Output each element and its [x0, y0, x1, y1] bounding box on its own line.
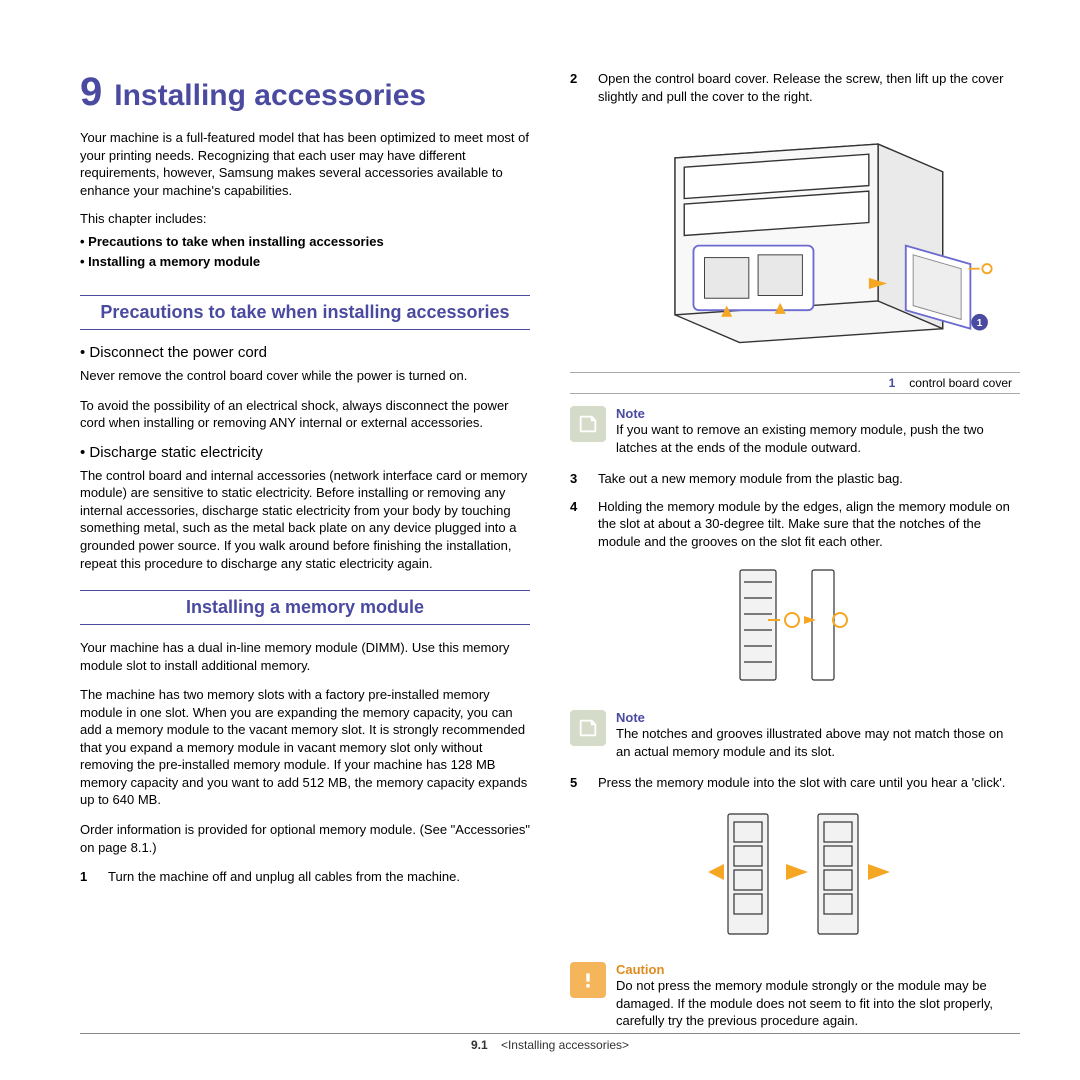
figure-legend: 1 control board cover [570, 372, 1020, 394]
step-text: Turn the machine off and unplug all cabl… [108, 868, 460, 886]
chapter-number: 9 [80, 70, 102, 115]
intro-paragraph: Your machine is a full-featured model th… [80, 129, 530, 199]
note-body: The notches and grooves illustrated abov… [616, 725, 1020, 760]
legend-text: control board cover [909, 376, 1012, 390]
chapter-heading: 9 Installing accessories [80, 70, 530, 115]
left-column: 9 Installing accessories Your machine is… [80, 70, 530, 1044]
section-heading-precautions: Precautions to take when installing acce… [80, 295, 530, 330]
subheading-disconnect: • Disconnect the power cord [80, 344, 530, 361]
step-1: 1 Turn the machine off and unplug all ca… [80, 868, 530, 886]
legend-number: 1 [889, 376, 896, 390]
step-2: 2 Open the control board cover. Release … [570, 70, 1020, 105]
svg-text:1: 1 [977, 318, 983, 329]
body-text: The control board and internal accessori… [80, 467, 530, 572]
subheading-discharge: • Discharge static electricity [80, 444, 530, 461]
footer-breadcrumb: <Installing accessories> [501, 1038, 629, 1052]
memory-click-figure [690, 802, 900, 952]
toc-item: Precautions to take when installing acce… [88, 234, 384, 249]
step-text: Holding the memory module by the edges, … [598, 498, 1020, 551]
step-3: 3 Take out a new memory module from the … [570, 470, 1020, 488]
caution-body: Do not press the memory module strongly … [616, 977, 1020, 1030]
note-callout: Note If you want to remove an existing m… [570, 406, 1020, 456]
caution-icon [570, 962, 606, 998]
page-number: 9.1 [471, 1038, 488, 1052]
step-number: 1 [80, 868, 94, 886]
caution-callout: Caution Do not press the memory module s… [570, 962, 1020, 1030]
toc-list: • Precautions to take when installing ac… [80, 232, 530, 271]
step-text: Open the control board cover. Release th… [598, 70, 1020, 105]
body-text: Your machine has a dual in-line memory m… [80, 639, 530, 674]
page-footer: 9.1 <Installing accessories> [80, 1033, 1020, 1052]
note-icon [570, 710, 606, 746]
body-text: To avoid the possibility of an electrica… [80, 397, 530, 432]
note-body: If you want to remove an existing memory… [616, 421, 1020, 456]
step-5: 5 Press the memory module into the slot … [570, 774, 1020, 792]
step-number: 4 [570, 498, 584, 551]
caution-title: Caution [616, 962, 1020, 977]
note-callout: Note The notches and grooves illustrated… [570, 710, 1020, 760]
body-text: Order information is provided for option… [80, 821, 530, 856]
note-icon [570, 406, 606, 442]
step-number: 5 [570, 774, 584, 792]
printer-figure: 1 [570, 121, 1020, 361]
right-column: 2 Open the control board cover. Release … [570, 70, 1020, 1044]
section-heading-memory: Installing a memory module [80, 590, 530, 625]
note-title: Note [616, 406, 1020, 421]
step-number: 2 [570, 70, 584, 105]
memory-tilt-figure [710, 560, 880, 700]
step-4: 4 Holding the memory module by the edges… [570, 498, 1020, 551]
chapter-title: Installing accessories [114, 79, 426, 113]
toc-item: Installing a memory module [88, 254, 260, 269]
step-text: Press the memory module into the slot wi… [598, 774, 1005, 792]
note-title: Note [616, 710, 1020, 725]
includes-label: This chapter includes: [80, 211, 530, 226]
step-text: Take out a new memory module from the pl… [598, 470, 903, 488]
body-text: The machine has two memory slots with a … [80, 686, 530, 809]
step-number: 3 [570, 470, 584, 488]
body-text: Never remove the control board cover whi… [80, 367, 530, 385]
